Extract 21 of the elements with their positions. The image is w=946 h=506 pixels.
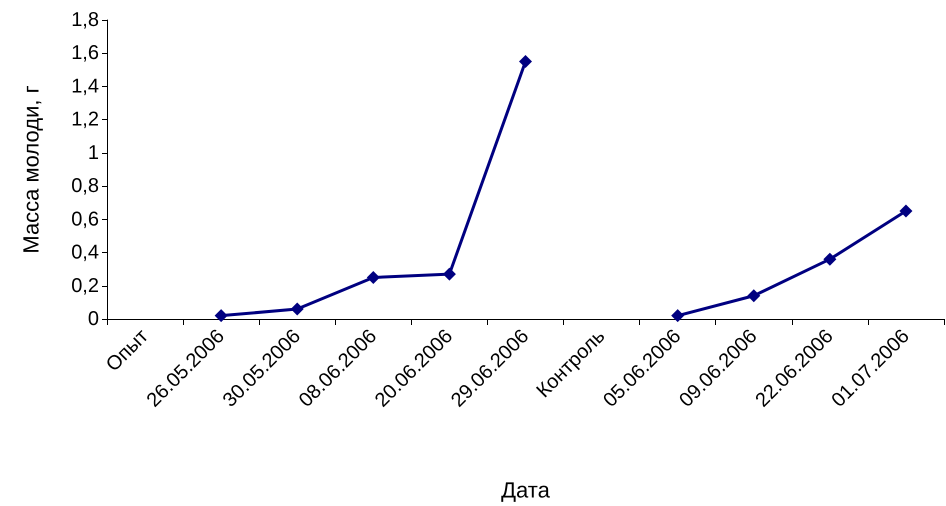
y-tick-label: 1,6 bbox=[71, 42, 99, 64]
y-tick-label: 0,6 bbox=[71, 208, 99, 230]
y-tick-label: 0,2 bbox=[71, 274, 99, 297]
y-tick-label: 1,8 bbox=[71, 9, 99, 31]
y-tick-label: 0,4 bbox=[71, 242, 99, 264]
y-tick-label: 0,8 bbox=[71, 175, 99, 198]
y-tick-label: 1,4 bbox=[71, 75, 99, 98]
point bbox=[519, 55, 532, 68]
point bbox=[671, 309, 684, 322]
point bbox=[899, 204, 912, 218]
y-tick-label: 1 bbox=[88, 142, 99, 164]
point bbox=[366, 270, 380, 284]
x-axis-title: Дата bbox=[501, 478, 551, 502]
point bbox=[442, 268, 456, 281]
point bbox=[290, 302, 304, 316]
y-tick-label: 0 bbox=[88, 308, 99, 330]
y-axis-title: Масса молоди, г bbox=[18, 85, 44, 254]
point bbox=[823, 252, 836, 266]
point bbox=[747, 289, 760, 302]
point bbox=[214, 309, 228, 322]
y-tick-label: 1,2 bbox=[71, 108, 99, 131]
